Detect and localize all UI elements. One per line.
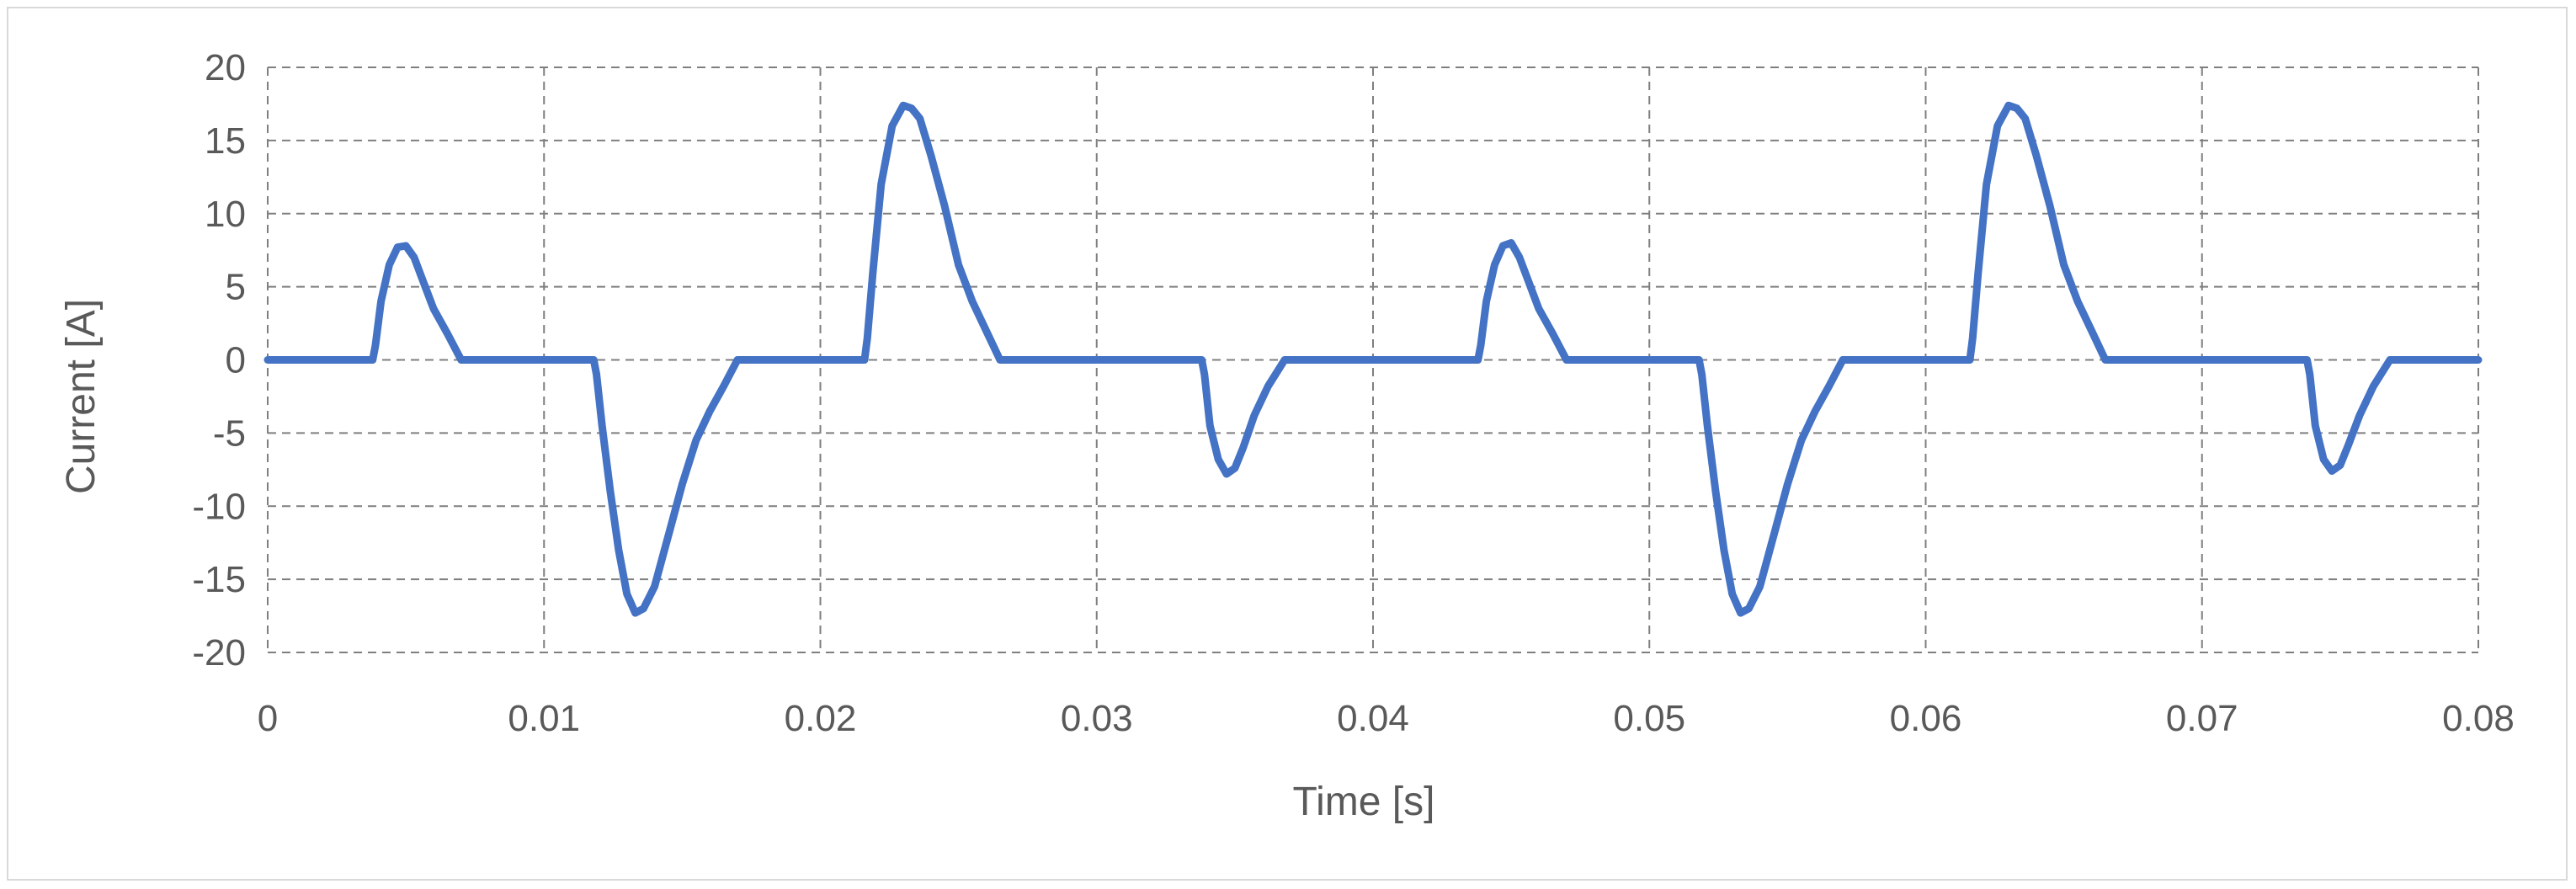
x-tick-label: 0 bbox=[258, 698, 278, 739]
y-tick-label: 5 bbox=[226, 267, 246, 308]
chart-frame bbox=[7, 7, 2568, 881]
y-axis-label: Current [A] bbox=[59, 299, 104, 494]
y-tick-label: -10 bbox=[192, 486, 246, 527]
y-tick-label: 15 bbox=[205, 120, 246, 162]
x-tick-label: 0.07 bbox=[2166, 698, 2238, 739]
x-tick-label: 0.08 bbox=[2442, 698, 2515, 739]
y-tick-label: 0 bbox=[226, 340, 246, 381]
y-tick-label: -15 bbox=[192, 559, 246, 600]
y-tick-label: 20 bbox=[205, 47, 246, 88]
y-tick-labels: 20 15 10 5 0 -5 -10 -15 -20 bbox=[192, 47, 246, 673]
x-tick-label: 0.05 bbox=[1613, 698, 1685, 739]
series-group bbox=[263, 101, 2483, 617]
x-axis-label: Time [s] bbox=[1293, 780, 1435, 824]
y-tick-label: -5 bbox=[213, 413, 246, 454]
x-tick-label: 0.02 bbox=[785, 698, 857, 739]
x-tick-label: 0.01 bbox=[508, 698, 580, 739]
y-tick-label: 10 bbox=[205, 194, 246, 235]
series-line-current bbox=[263, 101, 2483, 617]
x-tick-label: 0.04 bbox=[1337, 698, 1409, 739]
x-tick-label: 0.06 bbox=[1890, 698, 1962, 739]
y-tick-label: -20 bbox=[192, 632, 246, 673]
x-tick-label: 0.03 bbox=[1061, 698, 1133, 739]
x-tick-labels: 0 0.01 0.02 0.03 0.04 0.05 0.06 0.07 0.08 bbox=[258, 698, 2515, 739]
